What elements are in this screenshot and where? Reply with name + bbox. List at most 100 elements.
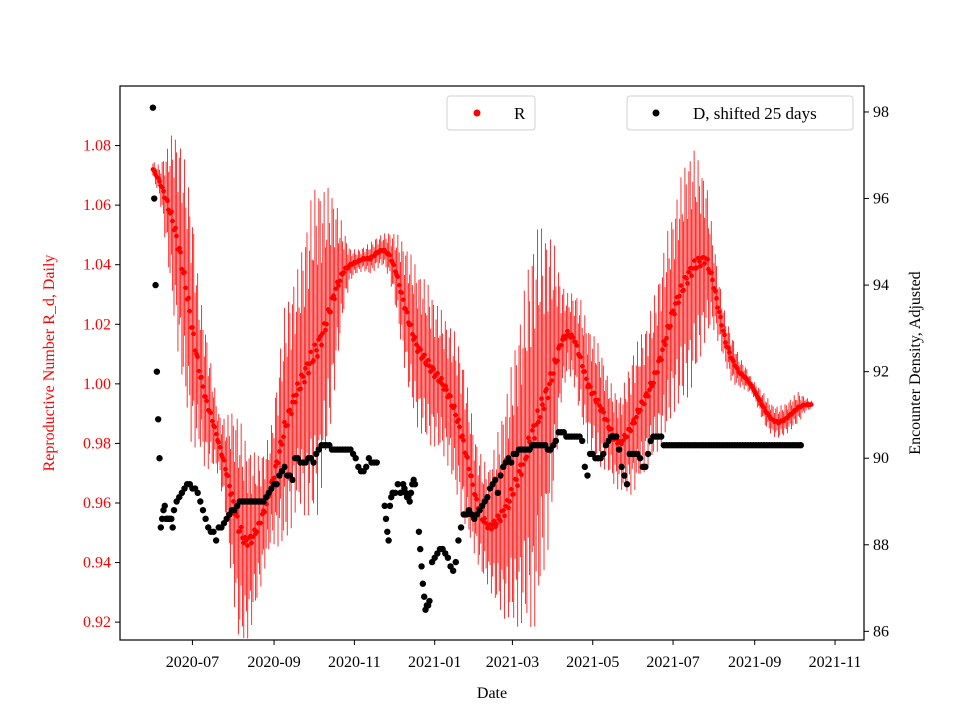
d-point (289, 476, 296, 484)
d-point (419, 580, 427, 587)
y-left-tick-label: 1.02 (83, 316, 111, 333)
d-point (497, 472, 504, 479)
d-point (658, 433, 665, 440)
y-axis-left-label: Reproductive Number R_d, Daily (41, 255, 58, 472)
d-point (382, 515, 390, 523)
d-point (156, 455, 163, 462)
d-point (492, 476, 499, 484)
d-point (273, 480, 280, 488)
d-point (373, 459, 380, 466)
d-series (149, 104, 804, 613)
d-point (615, 446, 623, 453)
y-left-tick-label: 1.06 (83, 197, 111, 214)
d-point (552, 437, 560, 445)
d-point (392, 489, 399, 497)
d-point (494, 489, 502, 497)
d-point (579, 437, 586, 445)
y-right-tick-label: 94 (873, 277, 889, 294)
y-left-tick-label: 0.96 (83, 495, 111, 512)
r-series (150, 135, 814, 639)
d-point (618, 463, 625, 471)
d-point (352, 455, 359, 462)
y-axis-right: 86 88 90 92 94 96 98 (864, 104, 889, 640)
legend-d-marker (652, 109, 660, 117)
d-point (449, 567, 457, 574)
d-point (406, 498, 413, 505)
legend-r-label: R (514, 104, 526, 123)
d-point (457, 524, 465, 531)
y-axis-left: 0.92 0.94 0.96 0.98 1.00 1.02 1.04 1.06 1.08 (83, 138, 120, 631)
x-tick-label: 2020-07 (166, 654, 219, 671)
d-point (194, 489, 201, 497)
r-point (809, 402, 814, 407)
d-point (397, 489, 404, 497)
d-point (644, 450, 652, 458)
y-left-tick-label: 1.00 (83, 376, 111, 393)
d-point (420, 593, 428, 600)
d-point (600, 450, 607, 458)
legend-r: R (446, 95, 536, 131)
d-point (452, 558, 459, 566)
x-tick-label: 2021-07 (646, 654, 699, 671)
d-point (149, 104, 157, 111)
d-point (797, 442, 804, 449)
d-point (636, 455, 644, 462)
d-point (170, 506, 178, 514)
x-tick-label: 2020-09 (247, 654, 300, 671)
x-tick-label: 2021-01 (408, 654, 461, 671)
legend-r-marker (473, 109, 481, 117)
d-point (157, 524, 165, 531)
y-right-tick-label: 98 (873, 104, 889, 121)
legend-d: D, shifted 25 days (626, 95, 854, 131)
y-left-tick-label: 0.94 (83, 555, 111, 572)
d-point (584, 472, 591, 479)
y-left-tick-label: 1.04 (83, 257, 111, 274)
x-tick-label: 2020-11 (328, 654, 381, 671)
x-tick-label: 2021-09 (728, 654, 781, 671)
d-point (153, 368, 161, 375)
d-point (455, 537, 462, 544)
d-point (394, 480, 402, 488)
d-point (407, 489, 415, 497)
d-point (426, 597, 433, 605)
y-left-tick-label: 0.92 (83, 614, 111, 631)
d-point (381, 502, 388, 510)
d-point (212, 537, 220, 544)
d-point (197, 498, 204, 505)
y-right-tick-label: 86 (873, 623, 889, 640)
d-point (581, 463, 589, 471)
d-point (310, 459, 317, 466)
d-point (613, 433, 620, 440)
d-point (417, 545, 424, 553)
y-right-tick-label: 92 (873, 364, 889, 381)
legend-d-label: D, shifted 25 days (693, 104, 817, 123)
d-point (415, 528, 423, 535)
x-tick-label: 2021-03 (486, 654, 539, 671)
y-right-tick-label: 96 (873, 191, 889, 208)
d-point (151, 195, 158, 202)
d-point (621, 472, 628, 479)
d-point (411, 480, 419, 488)
legend-r-box (446, 95, 536, 131)
x-tick-label: 2021-05 (566, 654, 619, 671)
d-point (154, 416, 162, 423)
legend-d-box (626, 95, 854, 131)
y-left-tick-label: 1.08 (83, 138, 111, 155)
d-point (202, 515, 209, 523)
d-point (386, 502, 394, 510)
y-right-tick-label: 88 (873, 537, 889, 554)
y-axis-right-label: Encounter Density, Adjusted (907, 271, 924, 454)
d-point (484, 493, 491, 501)
d-point (418, 563, 425, 570)
x-tick-label: 2021-11 (809, 654, 862, 671)
d-point (169, 524, 176, 531)
d-point (168, 515, 175, 523)
d-point (363, 463, 370, 471)
d-point (642, 463, 649, 471)
x-axis-label: Date (477, 685, 507, 702)
d-point (444, 554, 452, 561)
y-right-tick-label: 90 (873, 450, 889, 467)
d-point (281, 463, 288, 471)
y-left-tick-label: 0.98 (83, 435, 111, 452)
